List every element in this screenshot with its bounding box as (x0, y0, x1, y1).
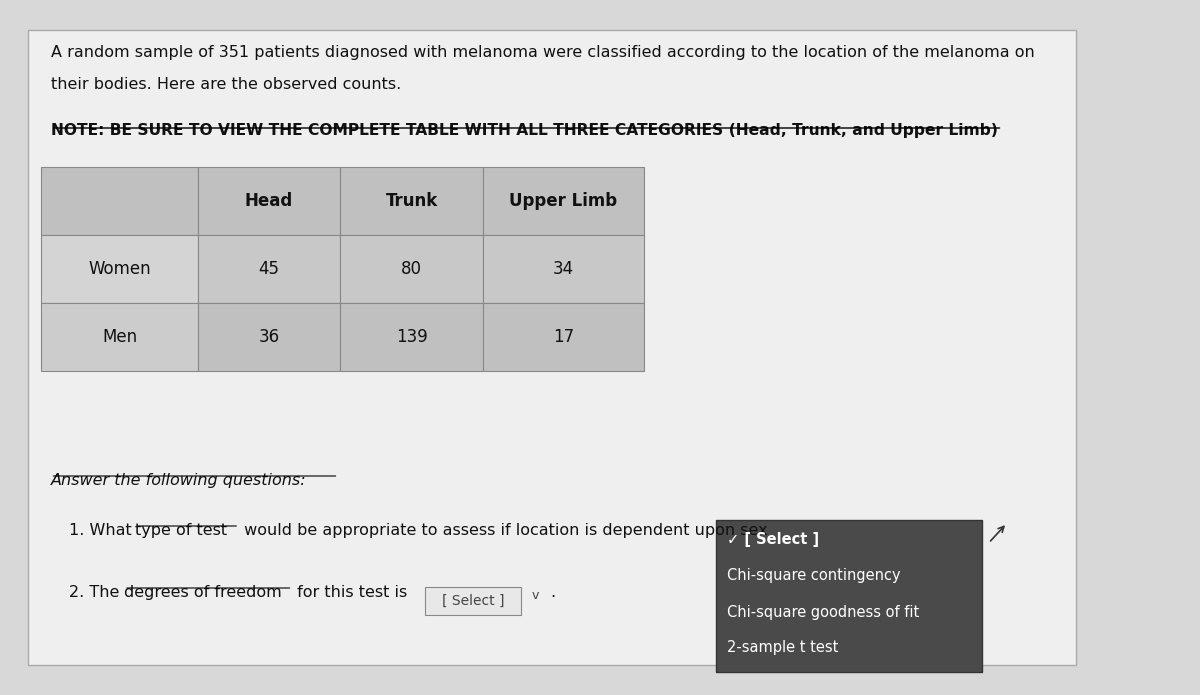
FancyBboxPatch shape (41, 303, 198, 371)
Text: Men: Men (102, 328, 137, 346)
Text: type of test: type of test (136, 523, 227, 538)
FancyBboxPatch shape (198, 235, 341, 303)
FancyBboxPatch shape (425, 587, 522, 615)
Text: [ Select ]: [ Select ] (442, 594, 504, 608)
Text: Answer the following questions:: Answer the following questions: (50, 473, 306, 488)
Text: 36: 36 (258, 328, 280, 346)
FancyBboxPatch shape (198, 303, 341, 371)
Text: Chi-square contingency: Chi-square contingency (726, 568, 900, 583)
FancyBboxPatch shape (715, 520, 983, 672)
Text: 139: 139 (396, 328, 427, 346)
Text: v: v (532, 589, 539, 602)
Text: Head: Head (245, 192, 293, 210)
Text: Trunk: Trunk (385, 192, 438, 210)
Text: their bodies. Here are the observed counts.: their bodies. Here are the observed coun… (50, 77, 401, 92)
Text: Women: Women (89, 260, 151, 278)
Text: 80: 80 (401, 260, 422, 278)
Text: 34: 34 (553, 260, 574, 278)
FancyBboxPatch shape (482, 167, 643, 235)
Text: 2-sample t test: 2-sample t test (726, 640, 838, 655)
Text: .: . (550, 585, 556, 600)
Text: Upper Limb: Upper Limb (509, 192, 617, 210)
Text: NOTE: BE SURE TO VIEW THE COMPLETE TABLE WITH ALL THREE CATEGORIES (Head, Trunk,: NOTE: BE SURE TO VIEW THE COMPLETE TABLE… (50, 123, 997, 138)
FancyBboxPatch shape (482, 235, 643, 303)
Text: for this test is: for this test is (293, 585, 408, 600)
FancyBboxPatch shape (341, 303, 482, 371)
Text: 2. The: 2. The (68, 585, 125, 600)
Text: 1. What: 1. What (68, 523, 137, 538)
Text: 17: 17 (553, 328, 574, 346)
FancyBboxPatch shape (41, 235, 198, 303)
FancyBboxPatch shape (28, 30, 1076, 665)
FancyBboxPatch shape (482, 303, 643, 371)
FancyBboxPatch shape (341, 235, 482, 303)
Text: would be appropriate to assess if location is dependent upon sex: would be appropriate to assess if locati… (239, 523, 768, 538)
FancyBboxPatch shape (41, 167, 198, 235)
Text: A random sample of 351 patients diagnosed with melanoma were classified accordin: A random sample of 351 patients diagnose… (50, 45, 1034, 60)
Text: ✓ [ Select ]: ✓ [ Select ] (726, 532, 818, 547)
Text: degrees of freedom: degrees of freedom (124, 585, 282, 600)
Text: 45: 45 (258, 260, 280, 278)
Text: Chi-square goodness of fit: Chi-square goodness of fit (726, 605, 919, 620)
FancyBboxPatch shape (341, 167, 482, 235)
FancyBboxPatch shape (198, 167, 341, 235)
